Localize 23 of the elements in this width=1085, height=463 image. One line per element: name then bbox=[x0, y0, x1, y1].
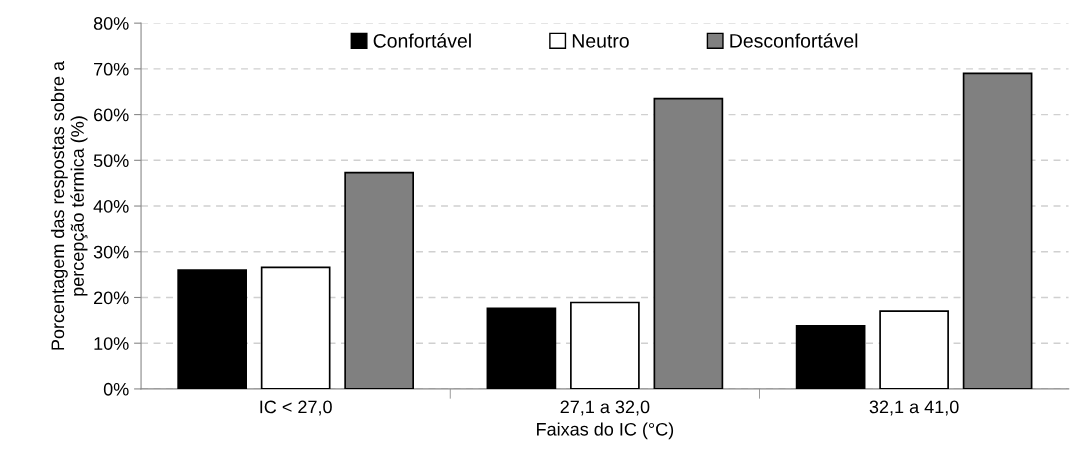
y-tick-label: 80% bbox=[93, 17, 129, 30]
bar bbox=[486, 307, 557, 389]
x-tick-label: 27,1 a 32,0 bbox=[560, 400, 650, 416]
y-tick-label: 50% bbox=[93, 154, 129, 168]
bar bbox=[570, 301, 640, 389]
bar bbox=[177, 269, 248, 389]
bar bbox=[795, 324, 866, 389]
y-tick-label: 30% bbox=[93, 245, 129, 259]
y-tick-label: 60% bbox=[94, 108, 129, 122]
y-tick-label: 0% bbox=[103, 382, 129, 396]
legend-label: Desconfortável bbox=[730, 33, 858, 48]
y-tick-label: 70% bbox=[94, 62, 129, 76]
y-axis-title: Porcentagem das respostas sobre a percepção térmica (%) bbox=[50, 61, 88, 350]
bar bbox=[879, 310, 949, 389]
x-axis-title: Faixas do IC (°C) bbox=[537, 422, 674, 440]
bar bbox=[260, 266, 331, 389]
legend-label: Confortável bbox=[373, 33, 471, 48]
y-tick-label: 10% bbox=[94, 337, 129, 350]
y-tick-label: 40% bbox=[93, 199, 129, 213]
x-tick-label: 32,1 a 41,0 bbox=[869, 400, 959, 416]
legend-label: Neutro bbox=[572, 34, 629, 48]
y-tick-label: 20% bbox=[94, 291, 129, 305]
x-tick-label: IC < 27,0 bbox=[260, 400, 332, 416]
